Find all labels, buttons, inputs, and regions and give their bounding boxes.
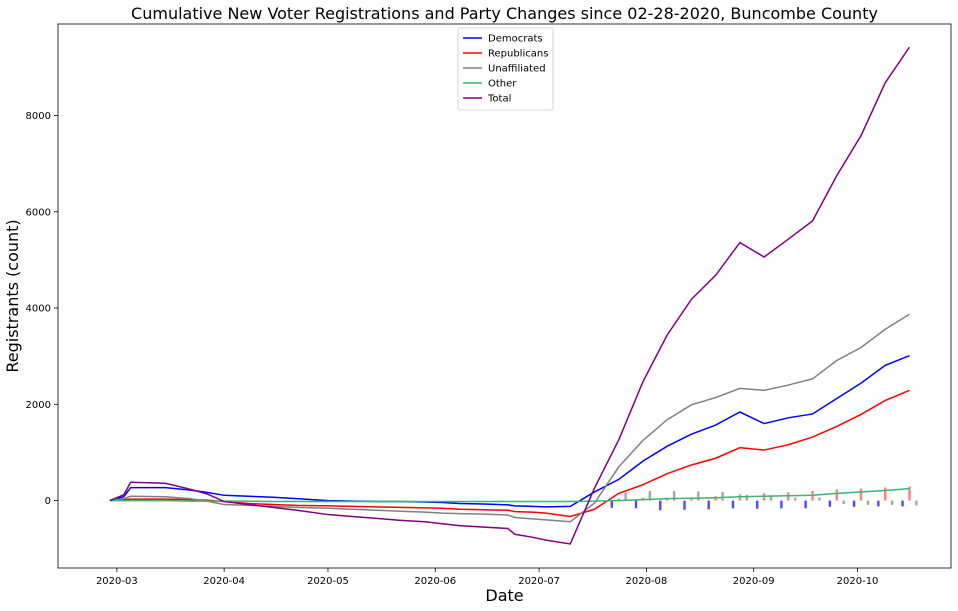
legend-label-total: Total: [487, 94, 511, 105]
bar-2-10: [866, 500, 870, 505]
bar-0-7: [780, 500, 783, 509]
bar-0-0: [610, 500, 614, 508]
bar-0-12: [901, 500, 904, 507]
bar-0-2: [659, 500, 662, 511]
legend-label-republicans: Republicans: [488, 49, 548, 60]
x-tick-label-5: 2020-08: [626, 576, 668, 587]
bar-2-6: [769, 496, 773, 501]
bar-1-3: [690, 497, 693, 501]
legend-label-other: Other: [488, 79, 517, 90]
bar-2-5: [745, 494, 748, 501]
x-tick-label-1: 2020-04: [203, 576, 245, 587]
y-tick-label-8000: 8000: [26, 111, 51, 122]
y-tick-label-2000: 2000: [26, 400, 51, 411]
axes-layer: 0 2000 4000 6000 8000 2020-03 2020-04 2020-05 20…: [26, 23, 952, 587]
legend-label-democrats: Democrats: [488, 34, 543, 45]
bar-2-12: [915, 500, 918, 506]
bar-2-2: [672, 490, 676, 501]
bar-0-6: [755, 500, 759, 509]
bar-0-10: [852, 500, 856, 507]
x-tick-label-3: 2020-06: [414, 576, 456, 587]
line-layer: [109, 46, 911, 545]
bar-0-11: [877, 500, 880, 507]
legend: Democrats Republicans Unaffiliated Other Tot…: [457, 27, 554, 111]
legend-label-unaffiliated: Unaffiliated: [488, 64, 546, 75]
bar-2-3: [697, 491, 700, 501]
series-line-unaffiliated: [109, 313, 910, 523]
bar-1-11: [884, 487, 887, 501]
y-tick-label-0: 0: [45, 496, 51, 507]
y-tick-label-4000: 4000: [26, 304, 51, 315]
x-tick-label-7: 2020-10: [837, 576, 879, 587]
bar-2-4: [721, 491, 724, 501]
series-line-total: [109, 46, 911, 545]
x-tick-label-4: 2020-07: [518, 576, 560, 587]
bar-1-9: [835, 489, 838, 501]
plot-frame: [57, 23, 952, 569]
bar-2-0: [624, 492, 627, 501]
bar-0-8: [804, 500, 807, 509]
legend-box: [457, 27, 554, 111]
bar-0-1: [634, 500, 638, 509]
bar-0-3: [683, 500, 686, 510]
bar-0-4: [707, 500, 710, 510]
bar-2-11: [890, 500, 894, 505]
y-axis-label: Registrants (count): [3, 219, 22, 372]
bar-2-9: [842, 500, 845, 504]
bar-2-7: [794, 497, 797, 501]
bar-1-10: [859, 488, 863, 501]
x-axis-label: Date: [485, 586, 523, 605]
chart-title: Cumulative New Voter Registrations and P…: [131, 4, 878, 23]
bar-1-0: [617, 498, 620, 501]
bar-1-12: [908, 486, 911, 501]
bar-2-8: [818, 497, 821, 501]
x-tick-label-2: 2020-05: [307, 576, 349, 587]
x-tick-label-6: 2020-09: [733, 576, 775, 587]
y-tick-label-6000: 6000: [26, 207, 51, 218]
bar-0-9: [828, 500, 832, 507]
series-line-democrats: [109, 355, 910, 508]
bar-0-5: [731, 500, 735, 509]
x-tick-label-0: 2020-03: [96, 576, 138, 587]
bar-2-1: [648, 490, 652, 501]
